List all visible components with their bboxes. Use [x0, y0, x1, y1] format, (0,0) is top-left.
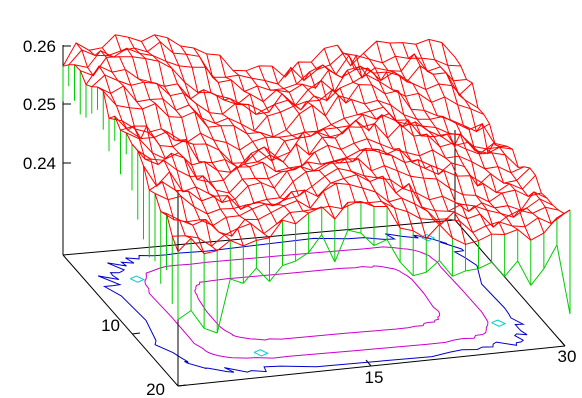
surface-skirt: [62, 64, 571, 334]
y-tick-label-1: 10: [101, 316, 120, 335]
z-tick-label-3: 0.26: [23, 37, 56, 56]
skirt-bottom-edge: [295, 252, 309, 262]
surface-column-line: [363, 52, 479, 241]
skirt-bottom-edge: [452, 270, 466, 277]
z-tick-label-1: 0.24: [23, 154, 56, 173]
z-axis-ticks: 0.24 0.25 0.26: [23, 37, 71, 173]
surface-mesh: [62, 34, 571, 255]
contour-spot: [130, 275, 146, 283]
surface-column-line: [154, 34, 270, 239]
skirt-bottom-edge: [190, 310, 205, 329]
skirt-bottom-edge: [230, 278, 244, 284]
skirt-bottom-edge: [556, 244, 571, 315]
skirt-bottom-edge: [517, 260, 532, 286]
surface-column-line: [297, 61, 414, 231]
x-tick-label-1: 15: [365, 368, 384, 387]
surface-column-line: [310, 61, 427, 239]
surface-column-line: [193, 47, 309, 214]
base-edge-left: [62, 254, 179, 387]
x-axis-ticks: 15 30: [365, 339, 577, 387]
surface-column-line: [258, 65, 375, 207]
surface-column-line: [284, 66, 401, 229]
skirt-bottom-edge: [438, 260, 453, 277]
skirt-bottom-edge: [425, 260, 440, 273]
x-tick-label-2: 30: [558, 347, 577, 366]
surface-column-line: [245, 70, 361, 204]
surface-column-line: [389, 42, 506, 235]
contour-middle: [144, 246, 489, 359]
skirt-bottom-edge: [177, 310, 192, 321]
base-edge-right: [454, 219, 566, 347]
skirt-bottom-edge: [504, 260, 519, 277]
base-edge-front: [177, 345, 566, 387]
surface-column-line: [140, 41, 257, 241]
surface-column-line: [101, 47, 218, 252]
surface-column-line: [167, 37, 283, 225]
surface-column-line: [336, 44, 453, 239]
surface-column-line: [441, 42, 558, 225]
skirt-bottom-edge: [347, 229, 362, 234]
surface-column-line: [114, 34, 231, 241]
contour-lines: [97, 233, 528, 373]
skirt-bottom-edge: [308, 234, 323, 253]
skirt-bottom-edge: [269, 265, 283, 282]
skirt-bottom-edge: [360, 232, 375, 246]
z-tick-label-2: 0.25: [23, 95, 56, 114]
surface-row-line: [160, 174, 554, 227]
skirt-bottom-edge: [386, 239, 401, 263]
contour-outer: [97, 233, 528, 373]
surface-column-line: [350, 54, 466, 245]
surface-column-line: [323, 48, 440, 225]
surface-column-line: [75, 42, 192, 239]
y-tick-mark-1: [131, 332, 141, 335]
surface-column-line: [127, 36, 244, 246]
surface-column-line: [415, 44, 532, 241]
skirt-bottom-edge: [321, 234, 336, 263]
surface-column-line: [219, 54, 336, 220]
skirt-bottom-edge: [491, 261, 506, 277]
x-tick-mark-2: [559, 339, 566, 347]
skirt-bottom-edge: [530, 268, 545, 286]
surface-row-line: [85, 65, 479, 115]
surface-column-line: [206, 53, 322, 210]
surface-column-line: [180, 45, 297, 225]
base-edge-back: [62, 219, 456, 256]
surface-column-line: [271, 65, 388, 207]
surface-column-line: [454, 56, 571, 215]
skirt-bottom-edge: [334, 229, 349, 263]
contour-spot: [491, 319, 507, 327]
surface-column-line: [232, 70, 349, 210]
surface-column-line: [376, 41, 493, 235]
skirt-bottom-edge: [282, 260, 296, 266]
y-axis-ticks: 10 20: [101, 316, 187, 398]
contour-inner: [194, 265, 441, 341]
skirt-bottom-edge: [465, 268, 479, 272]
skirt-bottom-edge: [373, 239, 388, 246]
skirt-bottom-edge: [203, 327, 218, 334]
base-plane: [62, 219, 566, 387]
surface-row-line: [154, 167, 548, 215]
surface-column-line: [402, 42, 518, 230]
skirt-bottom-edge: [399, 261, 414, 277]
skirt-bottom-edge: [413, 271, 427, 277]
surface-column-line: [62, 64, 179, 252]
contour-spot: [253, 349, 269, 357]
x-tick-mark-1: [365, 359, 372, 367]
skirt-bottom-edge: [242, 267, 257, 284]
surface-column-line: [428, 39, 545, 234]
skirt-bottom-edge: [543, 244, 558, 269]
skirt-bottom-edge: [216, 278, 231, 334]
contour-spot: [420, 233, 436, 242]
skirt-bottom-edge: [256, 267, 270, 282]
skirt-bottom-edge: [478, 261, 492, 270]
y-tick-mark-2: [177, 384, 187, 387]
y-tick-label-2: 20: [146, 380, 165, 398]
